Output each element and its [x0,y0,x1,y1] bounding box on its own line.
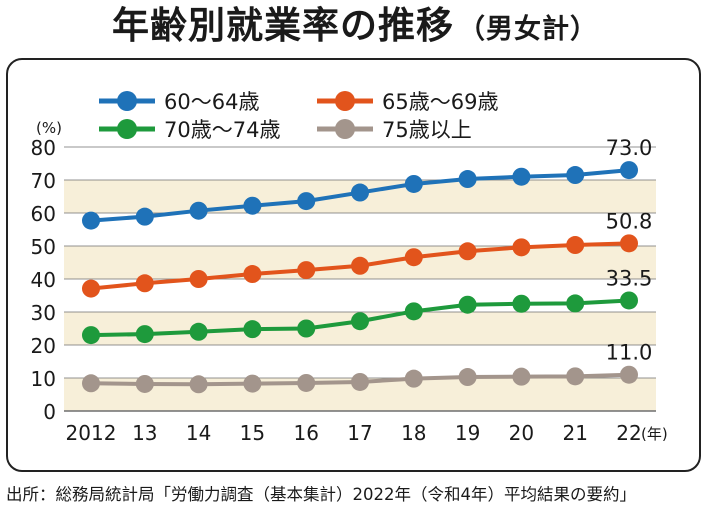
data-point [82,279,100,298]
data-point [404,248,423,267]
data-point [243,374,262,393]
data-point [189,322,208,341]
data-point [512,294,531,313]
data-point [135,374,154,393]
data-point [351,256,369,275]
data-label: 73.0 [606,136,653,160]
legend-swatch-marker [335,91,355,111]
legend-swatch-marker [335,119,355,139]
data-point [82,374,100,393]
data-point [404,369,423,388]
data-label: 11.0 [606,341,653,365]
data-point [620,161,638,180]
x-tick-label: 13 [132,421,157,445]
x-tick-label: 18 [401,421,426,445]
legend-swatch-marker [117,91,137,111]
legend-label: 75歳以上 [382,118,472,142]
data-point [404,174,423,193]
y-tick-label: 30 [31,301,56,325]
data-point [189,375,208,394]
data-point [297,261,316,280]
data-label: 50.8 [606,209,653,233]
chart-title: 年齢別就業率の推移 （男女計） [0,2,710,54]
data-point [243,265,262,284]
data-point [512,367,531,386]
data-point [135,274,154,293]
y-axis-label: (%) [36,119,62,137]
chart-title-suffix: （男女計） [458,14,598,45]
data-point [512,238,531,257]
x-axis-label: (年) [641,425,668,443]
data-point [243,196,262,215]
y-tick-label: 20 [31,334,56,358]
data-label: 33.5 [606,266,653,290]
data-point [82,326,100,345]
data-point [566,294,585,313]
y-tick-label: 10 [31,367,56,391]
data-point [458,295,477,314]
data-point [297,319,316,338]
data-point [566,166,585,185]
legend-label: 70歳〜74歳 [164,118,280,142]
data-point [135,325,154,344]
legend-swatch-marker [117,119,137,139]
x-tick-label: 2012 [66,421,117,445]
data-point [297,192,316,211]
source-note: 出所：総務局統計局「労働力調査（基本集計）2022年（令和4年）平均結果の要約」 [6,485,636,504]
data-point [620,234,638,253]
data-point [566,236,585,255]
data-point [351,312,369,331]
x-tick-label: 19 [455,421,480,445]
x-tick-label: 17 [347,421,372,445]
y-tick-label: 80 [31,136,56,160]
x-tick-label: 16 [293,421,318,445]
y-tick-label: 0 [43,400,56,424]
y-tick-label: 50 [31,235,56,259]
data-point [189,201,208,220]
data-point [458,170,477,189]
data-point [512,167,531,186]
x-tick-label: 14 [186,421,211,445]
legend-label: 60〜64歳 [164,90,259,114]
data-point [566,367,585,386]
legend-label: 65歳〜69歳 [382,90,498,114]
x-tick-label: 20 [509,421,534,445]
data-point [620,291,638,310]
data-point [458,368,477,387]
data-point [404,302,423,321]
x-tick-label: 21 [562,421,587,445]
data-point [243,320,262,339]
data-point [189,270,208,288]
data-point [351,183,369,202]
data-point [82,211,100,230]
data-point [458,242,477,261]
y-tick-label: 40 [31,268,56,292]
data-point [620,365,638,384]
data-point [297,373,316,392]
y-tick-label: 70 [31,169,56,193]
x-tick-label: 22 [616,421,641,445]
data-point [351,372,369,391]
chart-title-main: 年齢別就業率の推移 [112,4,454,47]
y-tick-label: 60 [31,202,56,226]
data-point [135,207,154,226]
x-tick-label: 15 [240,421,265,445]
